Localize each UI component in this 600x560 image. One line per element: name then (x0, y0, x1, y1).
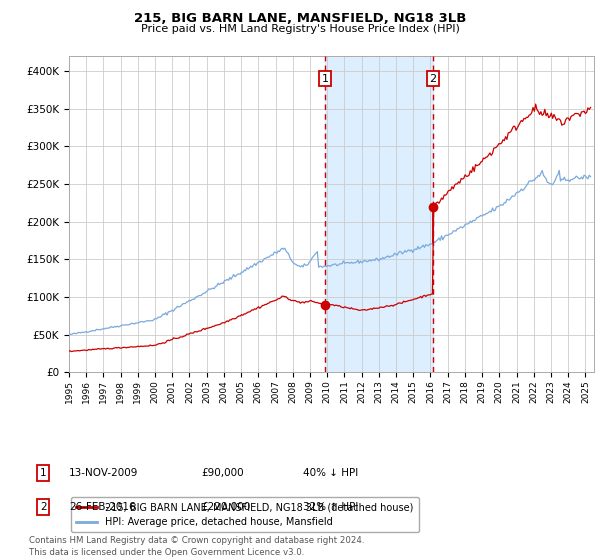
Text: 40% ↓ HPI: 40% ↓ HPI (303, 468, 358, 478)
Bar (325, 56, 433, 372)
Text: 215, BIG BARN LANE, MANSFIELD, NG18 3LB: 215, BIG BARN LANE, MANSFIELD, NG18 3LB (134, 12, 466, 25)
Text: 13-NOV-2009: 13-NOV-2009 (69, 468, 139, 478)
Text: 26-FEB-2016: 26-FEB-2016 (69, 502, 136, 512)
Text: 32% ↑ HPI: 32% ↑ HPI (303, 502, 358, 512)
Text: £90,000: £90,000 (201, 468, 244, 478)
Text: £220,000: £220,000 (201, 502, 250, 512)
Text: Price paid vs. HM Land Registry's House Price Index (HPI): Price paid vs. HM Land Registry's House … (140, 24, 460, 34)
Text: 2: 2 (430, 73, 437, 83)
Text: Contains HM Land Registry data © Crown copyright and database right 2024.
This d: Contains HM Land Registry data © Crown c… (29, 536, 364, 557)
Text: 1: 1 (322, 73, 328, 83)
Legend: 215, BIG BARN LANE, MANSFIELD, NG18 3LB (detached house), HPI: Average price, de: 215, BIG BARN LANE, MANSFIELD, NG18 3LB … (71, 497, 419, 532)
Text: 1: 1 (40, 468, 47, 478)
Text: 2: 2 (40, 502, 47, 512)
